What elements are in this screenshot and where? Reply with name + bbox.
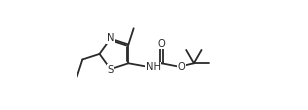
Text: NH: NH [146,62,161,72]
Text: O: O [157,39,165,49]
Text: N: N [107,33,114,43]
Text: O: O [178,62,185,72]
Text: S: S [107,65,114,75]
